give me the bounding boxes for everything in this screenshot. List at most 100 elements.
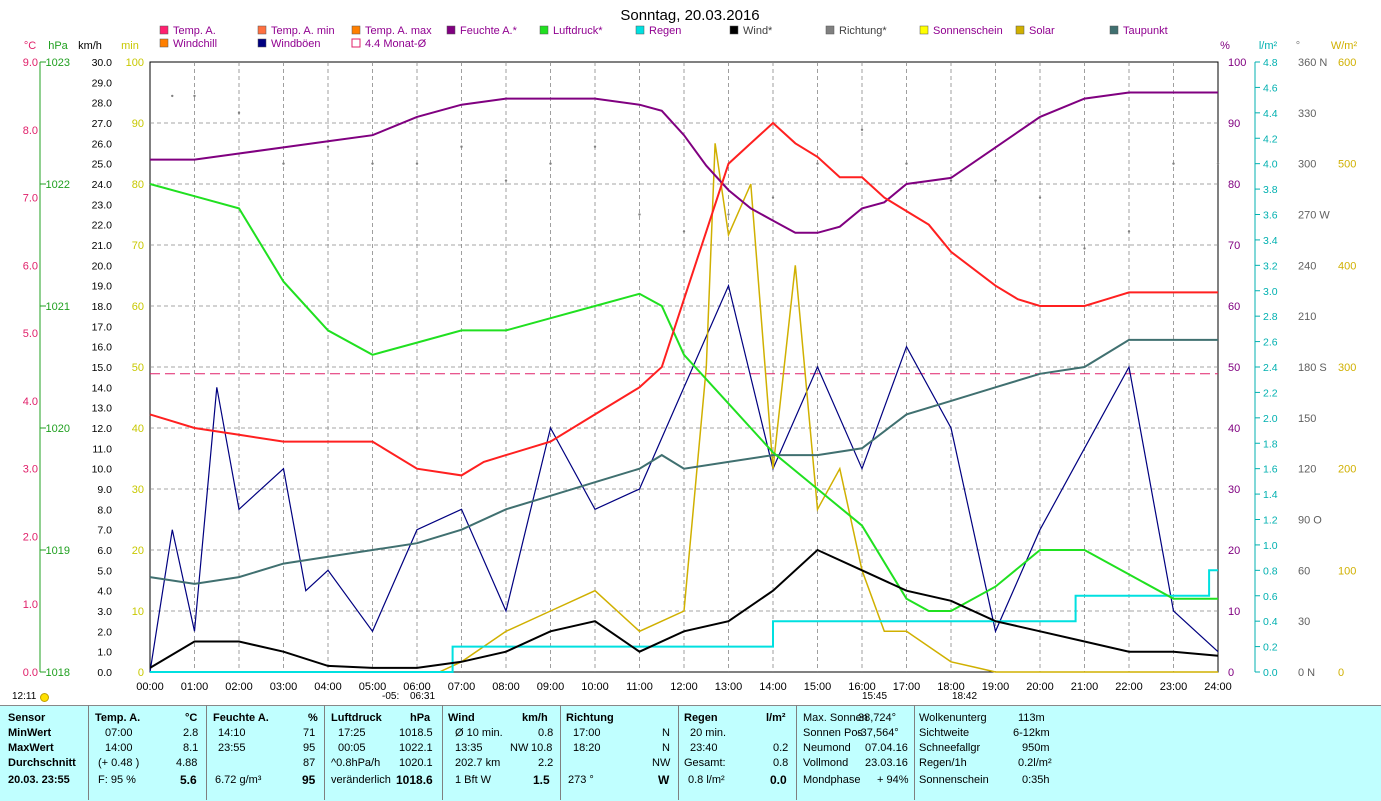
kmh-tick: 26.0 [92,138,113,150]
direction-point [237,111,241,115]
direction-point [371,162,374,165]
pct-tick: 30 [1228,484,1240,496]
rain-tick: 0.0 [1263,667,1278,679]
kmh-tick: 22.0 [92,220,113,232]
temp-max-time: 14:00 [105,742,133,754]
astro-v3: 23.03.16 [865,757,908,769]
hpa-tick: 1021 [46,301,70,313]
dewpoint-line [149,338,1218,585]
wind-now-extra: 1 Bft W [455,774,492,786]
rain-tick: 4.6 [1263,82,1278,94]
solar-tick: 600 [1338,57,1356,69]
kmh-tick: 19.0 [92,281,113,293]
x-tick: 22:00 [1115,681,1143,693]
x-tick: 11:00 [626,681,653,693]
x-tick: 09:00 [537,681,565,693]
row-max-label: MaxWert [8,742,54,754]
temp-tick: 1.0 [23,599,38,611]
hdr-dir: Richtung [566,712,614,724]
weather-v4: 0:35h [1022,774,1050,786]
right-unit-0: % [1220,40,1230,52]
kmh-tick: 3.0 [97,606,112,618]
wind-max-dir: NW [510,742,529,754]
astro-v1: -37,564° [857,727,899,739]
legend-swatch-2 [351,25,361,35]
weather-k3: Regen/1h [919,757,967,769]
x-tick: 02:00 [225,681,253,693]
left-unit-2: km/h [78,40,102,52]
direction-point [1127,230,1131,233]
temp-tick: 7.0 [23,193,38,205]
direction-point [593,145,597,148]
press-min: 1018.5 [399,727,433,739]
x-tick: 06:00 [403,681,431,693]
rain-tick: 0.6 [1263,591,1278,603]
dir-now: W [658,773,670,787]
x-tick: 05:00 [359,681,387,693]
legend-label-0: Temp. A. [173,25,216,37]
x-tick: 21:00 [1071,681,1099,693]
dir-tick: 270 W [1298,210,1330,222]
weather-k0: Wolkenunterg [919,712,987,724]
legend-swatch-5 [635,25,645,35]
rain-line [150,569,1218,673]
hdr-hum-unit: % [308,712,318,724]
pct-tick: 70 [1228,240,1240,252]
legend-label-11: Windchill [173,38,217,50]
temp-now-extra: F: 95 % [98,774,136,786]
gusts-line [149,283,1219,673]
direction-point [905,162,908,165]
direction-point [549,162,552,165]
min-tick: 90 [132,118,144,130]
astro-v4: + 94% [877,774,909,786]
hpa-tick: 1019 [46,545,70,557]
x-tick: 12:00 [670,681,698,693]
legend-label-13: 4.4 Monat-Ø [365,38,427,50]
hum-min-time: 14:10 [218,727,246,739]
press-now: 1018.6 [396,773,433,787]
legend-swatch-7 [825,25,835,35]
legend-label-5: Regen [649,25,681,37]
dir-tick: 180 S [1298,362,1327,374]
chart-title: Sonntag, 20.03.2016 [620,7,759,24]
press-max-time: 00:05 [338,742,366,754]
temp-min-time: 07:00 [105,727,133,739]
kmh-tick: 14.0 [92,382,113,394]
hum-min: 71 [303,727,316,739]
astro-k3: Vollmond [803,757,849,769]
kmh-tick: 11.0 [92,443,112,455]
astro-k1: Sonnen Pos [803,727,863,739]
hdr-wind: Wind [448,712,475,724]
pct-tick: 20 [1228,545,1240,557]
hdr-press-unit: hPa [410,712,431,724]
kmh-tick: 20.0 [92,260,113,272]
noon-time: 15:45 [862,691,888,702]
kmh-tick: 6.0 [97,545,112,557]
left-unit-3: min [121,40,139,52]
hdr-hum: Feuchte A. [213,712,269,724]
hum-max-time: 23:55 [218,742,246,754]
pct-tick: 50 [1228,362,1240,374]
min-tick: 0 [138,667,144,679]
right-unit-3: W/m² [1331,40,1358,52]
rain-tick: 0.8 [1263,565,1278,577]
pct-tick: 80 [1228,179,1240,191]
min-tick: 70 [132,240,144,252]
rain-r3-label: Gesamt: [684,757,726,769]
weather-v1: 6-12km [1013,727,1050,739]
hdr-rain: Regen [684,712,718,724]
pct-tick: 0 [1228,667,1234,679]
hpa-tick: 1023 [46,57,70,69]
stats-divider [560,705,561,800]
stats-divider [914,705,915,800]
temp-line [149,121,1218,477]
right-unit-2: ° [1296,40,1300,52]
min-tick: 10 [132,606,144,618]
weather-k2: Schneefallgr [919,742,981,754]
rain-r1-label: 20 min. [690,727,727,739]
direction-point [727,213,730,216]
dir-tick: 30 [1298,616,1310,628]
direction-point [326,145,330,148]
temp-avg: 4.88 [176,757,198,769]
rain-tick: 2.6 [1263,337,1278,349]
